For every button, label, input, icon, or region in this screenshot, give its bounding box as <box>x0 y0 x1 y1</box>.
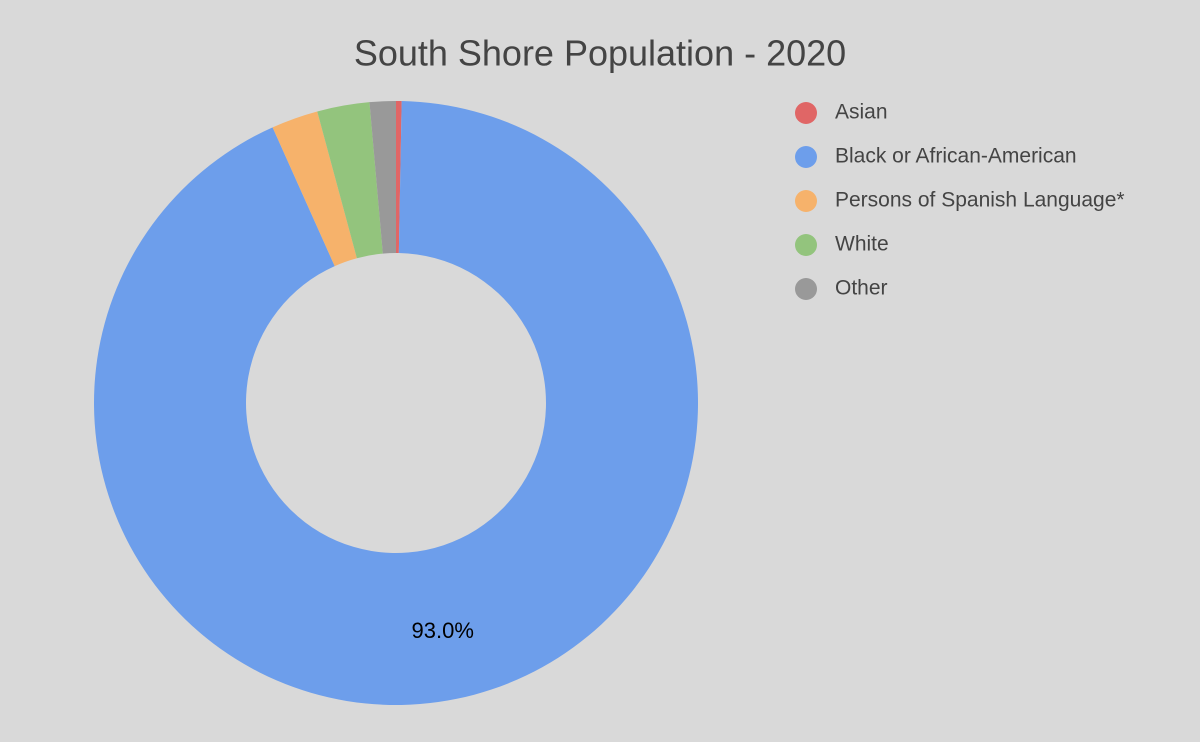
legend-swatch <box>795 146 817 168</box>
data-label: 93.0% <box>412 618 474 643</box>
legend-swatch <box>795 190 817 212</box>
legend-label: Black or African-American <box>835 145 1077 168</box>
legend-swatch <box>795 234 817 256</box>
legend-swatch <box>795 102 817 124</box>
legend-label: White <box>835 233 889 256</box>
legend-swatch <box>795 278 817 300</box>
slice <box>272 111 357 267</box>
slice <box>317 102 383 259</box>
legend-label: Asian <box>835 101 888 124</box>
slice <box>396 101 402 254</box>
legend-label: Persons of Spanish Language* <box>835 189 1125 212</box>
chart-title: South Shore Population - 2020 <box>354 33 846 74</box>
slice <box>369 101 396 254</box>
slice <box>94 101 699 705</box>
legend-label: Other <box>835 277 888 300</box>
